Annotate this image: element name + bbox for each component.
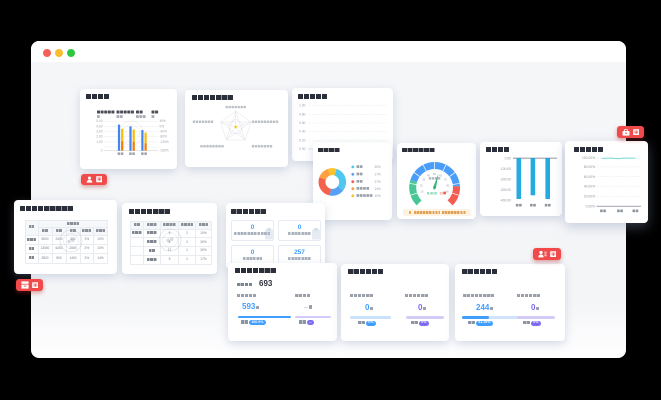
svg-text:40%: 40% [160, 119, 167, 123]
svg-text:-80%: -80% [160, 135, 168, 139]
svg-text:30: 30 [422, 178, 425, 182]
svg-text:-120%: -120% [160, 140, 169, 144]
svg-text:-100.00: -100.00 [500, 167, 511, 171]
svg-text:17%: 17% [375, 172, 382, 176]
svg-text:0.20: 0.20 [299, 139, 306, 143]
svg-text:20: 20 [420, 183, 423, 187]
svg-text:-200.00: -200.00 [500, 177, 511, 181]
svg-text:3,00: 3,00 [96, 130, 102, 134]
svg-text:4,00: 4,00 [96, 124, 102, 128]
svg-text:5,00: 5,00 [96, 119, 102, 123]
svg-text:1,00: 1,00 [96, 140, 102, 144]
svg-text:60.00%: 60.00% [584, 175, 595, 179]
svg-text:0.00%: 0.00% [586, 204, 595, 208]
svg-text:0.80: 0.80 [299, 113, 306, 117]
svg-text:80.00%: 80.00% [584, 165, 595, 169]
svg-text:0.00: 0.00 [299, 147, 306, 151]
svg-text:90: 90 [446, 190, 449, 194]
svg-text:0.40: 0.40 [299, 130, 306, 134]
svg-text:-400.00: -400.00 [500, 199, 511, 203]
svg-text:-300.00: -300.00 [500, 188, 511, 192]
svg-text:1.00: 1.00 [299, 104, 306, 108]
svg-text:0: 0 [101, 149, 103, 153]
svg-text:0.60: 0.60 [299, 121, 306, 125]
svg-text:-40%: -40% [160, 130, 168, 134]
svg-text:100.00%: 100.00% [582, 156, 595, 160]
svg-text:70: 70 [444, 178, 447, 182]
svg-text:80: 80 [446, 183, 449, 187]
svg-text:40: 40 [427, 174, 430, 178]
svg-text:8.4/10: 8.4/10 [427, 192, 437, 196]
svg-text:0.00: 0.00 [505, 156, 512, 160]
svg-text:14%: 14% [375, 187, 382, 191]
svg-text:30%: 30% [375, 165, 382, 169]
svg-text:60: 60 [439, 174, 442, 178]
svg-text:-160%: -160% [160, 149, 169, 153]
svg-text:20.00%: 20.00% [584, 195, 595, 199]
svg-text:0%: 0% [160, 124, 165, 128]
svg-text:40.00%: 40.00% [584, 185, 595, 189]
svg-text:10: 10 [420, 190, 423, 194]
svg-text:50: 50 [433, 172, 436, 176]
svg-text:27%: 27% [375, 180, 382, 184]
svg-text:10%: 10% [375, 194, 382, 198]
svg-text:10: 10 [440, 192, 444, 196]
svg-text:2,00: 2,00 [96, 135, 102, 139]
